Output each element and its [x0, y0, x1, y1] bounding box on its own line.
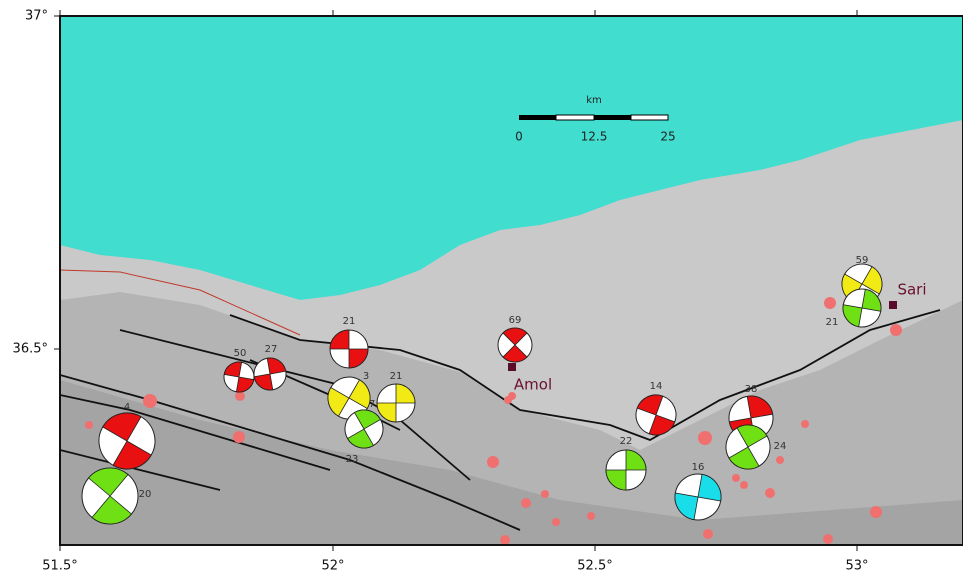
focal-mechanism: [606, 450, 646, 490]
scale-label: 0: [515, 130, 523, 144]
city-marker: [508, 363, 516, 371]
event-label: 23: [346, 454, 359, 465]
event-label: 20: [139, 489, 152, 500]
event-label: 21: [826, 317, 839, 328]
map-area: [60, 16, 963, 545]
event-label: 22: [620, 436, 633, 447]
focal-mechanism: [330, 330, 368, 368]
focal-mechanism: [377, 384, 415, 422]
event-label: 59: [856, 255, 869, 266]
city-label: Amol: [514, 376, 552, 394]
city-marker: [889, 301, 897, 309]
x-axis-label: 52.5°: [577, 559, 612, 574]
event-label: 7: [369, 399, 375, 410]
event-label: 38: [745, 384, 758, 395]
x-axis-label: 52°: [321, 559, 344, 574]
event-label: 24: [774, 441, 787, 452]
event-label: 27: [265, 344, 278, 355]
x-axis-label: 53°: [845, 559, 868, 574]
y-axis-label: 36.5°: [13, 342, 48, 357]
x-axis-label: 51.5°: [42, 559, 77, 574]
scale-unit: km: [586, 95, 602, 106]
city-label: Sari: [897, 281, 926, 299]
event-label: 14: [650, 381, 663, 392]
event-label: 3: [363, 371, 369, 382]
event-label: 4: [124, 402, 130, 413]
y-axis-label: 37°: [25, 9, 48, 24]
map: km 0 12.5 25 51.5° 52° 52.5° 53° 37° 36.5° Amol S…: [0, 0, 963, 582]
event-label: 69: [509, 315, 522, 326]
scale-label: 12.5: [581, 130, 608, 144]
event-label: 21: [343, 316, 356, 327]
scale-label: 25: [660, 130, 675, 144]
event-label: 50: [234, 348, 247, 359]
event-label: 21: [390, 371, 403, 382]
page: {"map": { "x_axis_labels": ["51.5°", "52…: [0, 0, 963, 582]
event-label: 16: [692, 462, 705, 473]
